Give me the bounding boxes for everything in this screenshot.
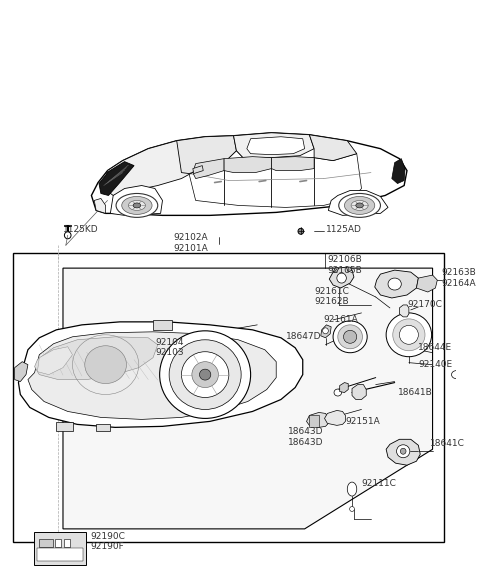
Polygon shape <box>193 159 224 179</box>
Ellipse shape <box>396 445 410 457</box>
Ellipse shape <box>356 203 363 208</box>
Polygon shape <box>347 267 352 272</box>
Polygon shape <box>386 439 420 465</box>
Text: 92111C: 92111C <box>361 479 396 488</box>
Bar <box>39 539 53 547</box>
Polygon shape <box>392 159 405 183</box>
Text: 92104
92103: 92104 92103 <box>156 338 184 357</box>
Ellipse shape <box>181 352 229 397</box>
Text: 92161C
92162B: 92161C 92162B <box>314 287 349 306</box>
Ellipse shape <box>160 331 251 419</box>
Ellipse shape <box>192 362 218 387</box>
Ellipse shape <box>400 448 406 455</box>
Ellipse shape <box>323 328 328 334</box>
Ellipse shape <box>128 201 145 211</box>
Text: 92140E: 92140E <box>419 360 453 369</box>
Ellipse shape <box>169 340 241 409</box>
Text: 18641C: 18641C <box>430 439 465 448</box>
Text: 18641B: 18641B <box>397 387 432 396</box>
Text: 18644E: 18644E <box>419 343 453 352</box>
Bar <box>153 320 172 330</box>
Bar <box>64 539 70 547</box>
Polygon shape <box>417 275 437 292</box>
Ellipse shape <box>64 232 71 239</box>
Polygon shape <box>35 337 158 380</box>
Polygon shape <box>329 267 354 288</box>
Bar <box>13 253 444 542</box>
Polygon shape <box>28 332 276 419</box>
Polygon shape <box>189 151 361 208</box>
Text: 1125KD: 1125KD <box>63 225 98 235</box>
Polygon shape <box>94 199 106 213</box>
Polygon shape <box>234 133 314 158</box>
Ellipse shape <box>334 389 342 396</box>
Ellipse shape <box>200 369 211 380</box>
Text: 92106B
92105B: 92106B 92105B <box>327 255 362 275</box>
Polygon shape <box>324 410 346 425</box>
Polygon shape <box>375 270 419 298</box>
Ellipse shape <box>298 228 304 234</box>
Text: 92190C
92190F: 92190C 92190F <box>90 532 125 552</box>
Text: 92102A
92101A: 92102A 92101A <box>174 233 208 253</box>
Ellipse shape <box>388 278 401 290</box>
Ellipse shape <box>116 193 158 218</box>
Bar <box>310 416 319 427</box>
Ellipse shape <box>338 325 362 349</box>
Text: 92163B
92164A: 92163B 92164A <box>441 268 476 288</box>
Polygon shape <box>247 137 305 155</box>
Ellipse shape <box>133 203 141 208</box>
Polygon shape <box>307 412 328 427</box>
Ellipse shape <box>348 482 357 496</box>
Ellipse shape <box>452 370 461 379</box>
Polygon shape <box>177 136 237 173</box>
Ellipse shape <box>344 330 357 343</box>
Polygon shape <box>99 162 134 195</box>
Polygon shape <box>224 156 272 172</box>
Polygon shape <box>91 133 407 215</box>
Ellipse shape <box>351 201 368 211</box>
Text: 92161A: 92161A <box>324 315 359 324</box>
Polygon shape <box>328 191 388 215</box>
Text: 18647D: 18647D <box>286 332 321 341</box>
Polygon shape <box>272 156 314 171</box>
Polygon shape <box>37 347 72 375</box>
Polygon shape <box>321 325 331 338</box>
Polygon shape <box>18 322 303 427</box>
Ellipse shape <box>122 196 152 215</box>
Ellipse shape <box>339 193 381 218</box>
Bar <box>96 425 110 432</box>
Polygon shape <box>340 383 348 393</box>
Text: 1125AD: 1125AD <box>326 225 362 235</box>
Polygon shape <box>193 166 203 173</box>
Polygon shape <box>104 141 205 195</box>
Ellipse shape <box>337 273 347 283</box>
Ellipse shape <box>393 319 425 350</box>
Ellipse shape <box>333 321 367 353</box>
Ellipse shape <box>345 196 375 215</box>
Ellipse shape <box>386 313 432 357</box>
Polygon shape <box>310 135 357 161</box>
Text: 92170C: 92170C <box>407 300 442 309</box>
Polygon shape <box>333 267 339 272</box>
Polygon shape <box>110 186 163 215</box>
Bar <box>56 422 73 432</box>
Ellipse shape <box>399 325 419 344</box>
Ellipse shape <box>85 346 126 383</box>
Polygon shape <box>15 362 28 382</box>
Text: 92151A: 92151A <box>346 417 380 426</box>
Polygon shape <box>399 305 409 317</box>
Bar <box>37 548 83 561</box>
Text: 18643D
18643D: 18643D 18643D <box>288 427 323 447</box>
Bar <box>34 532 86 564</box>
Polygon shape <box>63 268 432 529</box>
Polygon shape <box>352 385 366 399</box>
Bar <box>55 539 61 547</box>
Ellipse shape <box>349 506 354 512</box>
